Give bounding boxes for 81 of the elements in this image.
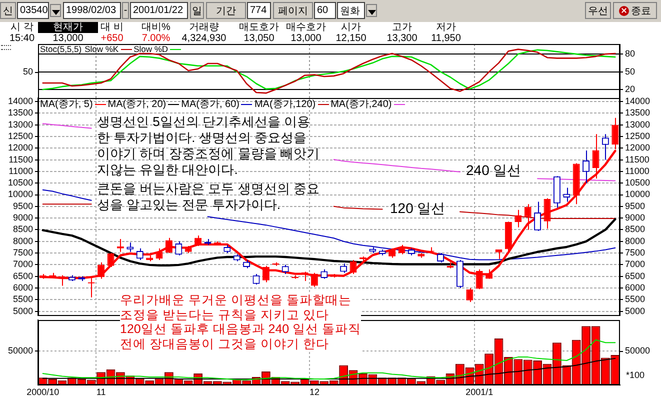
y-tick-label: 9500 (12, 200, 33, 211)
text: *100 (626, 370, 645, 381)
text: 현재가 (38, 22, 98, 33)
x-tick-label: 2000/10 (26, 387, 60, 398)
text: 774 (250, 5, 267, 16)
text: 13,050 (242, 33, 276, 44)
legend-label: MA(종가, 5) (40, 99, 93, 110)
annotation: 생명선인 5일선의 단기추세선을 이용 한 투자기법이다. 생명선의 중요성을 이야기 하며 장중조정에 물량을 빼앗기 지않는 유일한 대안이다. 큰돈을 버는사람은 모두 생명선의 중요 성을 알고있는 전문 투자가이다. (97, 114, 320, 213)
y-tick-label: 20 (625, 84, 636, 94)
legend-label: Slow %K (84, 44, 119, 55)
x-tick-label: 2001/1 (466, 387, 494, 398)
candlestick (165, 237, 172, 254)
text: 4,324,930 (180, 33, 228, 44)
text: 매도호가 (239, 22, 279, 33)
text: 03540 (20, 5, 48, 16)
y-tick-label: 8000 (12, 236, 33, 246)
y-tick-label: 11500 (8, 154, 33, 164)
y-tick-label: 6500 (12, 270, 33, 281)
text: 13,300 (386, 33, 418, 44)
y-tick-label: 13500 (8, 108, 33, 118)
y-tick-label: 5000 (12, 306, 33, 316)
y-tick-label: 80 (625, 48, 636, 59)
text: 2001/01/22 (133, 5, 184, 16)
text: 기간 (216, 4, 236, 18)
text: 1998/02/03 (66, 5, 116, 16)
text: 신 (3, 4, 13, 18)
text: 페이지 (278, 4, 308, 18)
legend-title: Stoc(5,5,5) (40, 44, 82, 55)
y-tick-label: 7500 (12, 248, 33, 258)
legend-label: MA(종가,120) (254, 99, 316, 110)
text: 시가 (341, 22, 361, 33)
annotation: 우리가배운 무거운 이평선을 돌파할때는 조정을 받는다는 규칙을 지키고 있다 120일선 돌파후 대음봉과 240 일선 돌파직 전에 장대음봉이 그것을 이야기 한다 (120, 293, 362, 352)
text: 7.00% (142, 33, 170, 44)
text: +650 (100, 33, 124, 44)
candlestick (544, 198, 551, 230)
y-tick-label: 10000 (8, 189, 33, 200)
legend-label: MA(종가, 20) (108, 99, 166, 110)
text: 고가 (391, 22, 413, 33)
y-tick-label: 50000 (625, 345, 650, 356)
text: 11,950 (430, 33, 462, 44)
text: 13,000 (290, 33, 322, 44)
text: 60 (317, 5, 328, 16)
y-tick-label: 11000 (8, 166, 33, 176)
text: 매수호가 (286, 22, 326, 33)
y-tick-label: 12500 (8, 130, 33, 141)
text: 종료 (631, 4, 651, 18)
text: 13,000 (52, 33, 84, 44)
y-tick-label: 13000 (8, 119, 33, 130)
candlestick (534, 201, 542, 232)
text: 원화 (340, 4, 360, 18)
text: 대 비 (100, 22, 124, 33)
y-tick-label: 6000 (12, 282, 33, 293)
y-tick-label: 5500 (12, 294, 33, 304)
y-tick-label: 8500 (12, 224, 33, 234)
text: 우선 (588, 4, 608, 18)
y-tick-label: 9000 (12, 212, 33, 223)
y-tick-label: 7000 (12, 259, 33, 270)
candlestick (514, 209, 522, 228)
legend-label: MA(종가, 60) (181, 99, 240, 110)
text: 15:40 (8, 33, 36, 44)
y-tick-label: 12000 (8, 142, 33, 153)
text: 시 각 (10, 22, 34, 33)
y-tick-label: 14000 (8, 96, 33, 106)
x-tick-label: 12 (309, 387, 320, 398)
legend-label: MA(종가,240) (330, 99, 392, 110)
x-tick-label: 11 (96, 387, 106, 398)
candlestick (524, 204, 532, 230)
text: 저가 (435, 22, 457, 33)
y-tick-label: 50 (625, 66, 636, 76)
candlestick (126, 242, 134, 252)
text: 일 (192, 4, 202, 18)
annotation: 240 일선 (466, 162, 522, 179)
text: 12,150 (334, 33, 368, 44)
text: 대비% (140, 22, 172, 33)
candlestick (495, 249, 502, 260)
annotation: 120 일선 (390, 200, 446, 217)
text: 거래량 (188, 22, 220, 33)
y-tick-label: 10500 (8, 178, 33, 188)
candlestick (107, 252, 114, 268)
legend-label: Slow %D (134, 44, 168, 55)
text: - (124, 5, 128, 16)
